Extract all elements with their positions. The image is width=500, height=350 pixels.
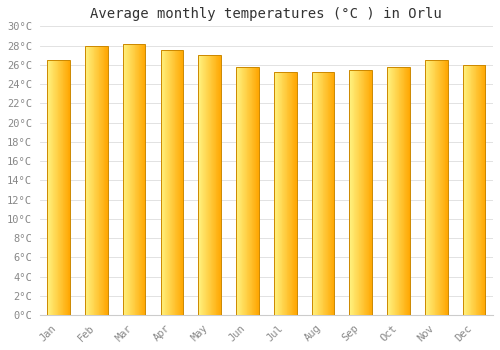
Bar	[463, 65, 485, 315]
Bar	[274, 72, 296, 315]
Bar	[312, 72, 334, 315]
Bar	[122, 44, 146, 315]
Bar	[350, 70, 372, 315]
Bar	[387, 67, 410, 315]
Title: Average monthly temperatures (°C ) in Orlu: Average monthly temperatures (°C ) in Or…	[90, 7, 442, 21]
Bar	[236, 67, 259, 315]
Bar	[160, 50, 183, 315]
Bar	[47, 60, 70, 315]
Bar	[85, 46, 108, 315]
Bar	[425, 60, 448, 315]
Bar	[198, 55, 221, 315]
